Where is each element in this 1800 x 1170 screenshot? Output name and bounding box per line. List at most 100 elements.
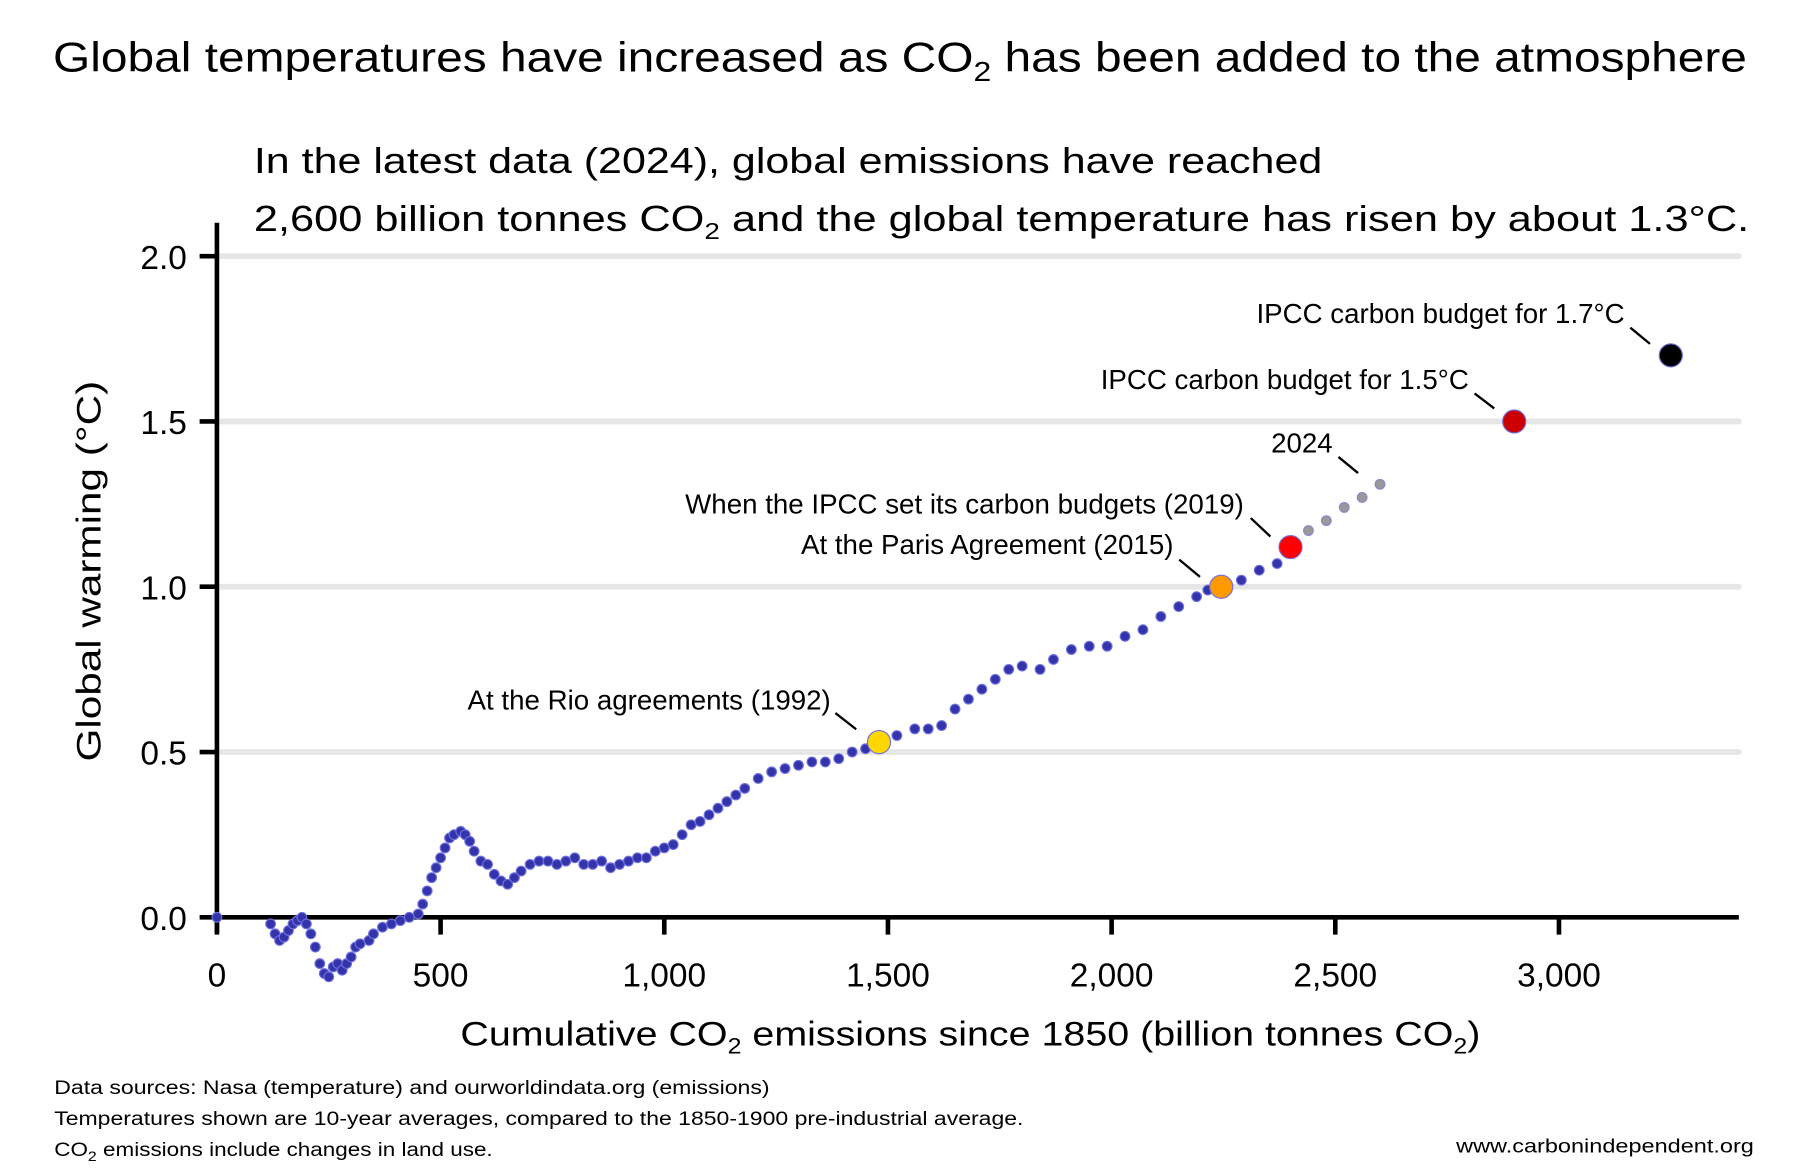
data-point bbox=[1173, 601, 1185, 612]
data-point bbox=[963, 693, 974, 705]
annotation-leader-line bbox=[1178, 558, 1201, 578]
annotation-marker bbox=[1658, 343, 1683, 368]
data-point bbox=[1137, 624, 1149, 636]
y-tick-label: 0.0 bbox=[140, 901, 187, 938]
annotation-marker bbox=[1278, 534, 1303, 560]
data-point bbox=[542, 855, 554, 867]
data-point bbox=[676, 829, 688, 841]
data-point bbox=[403, 911, 415, 923]
data-point bbox=[1016, 660, 1028, 672]
data-point bbox=[502, 878, 514, 890]
data-point bbox=[323, 971, 335, 983]
data-point bbox=[667, 839, 679, 851]
data-point bbox=[412, 908, 424, 920]
data-point bbox=[752, 773, 764, 784]
recent-data-point bbox=[1320, 515, 1332, 527]
data-point bbox=[819, 756, 831, 768]
x-tick-label: 1,000 bbox=[622, 958, 706, 995]
annotation-label: At the Paris Agreement (2015) bbox=[801, 529, 1173, 560]
data-point bbox=[596, 855, 608, 867]
data-point bbox=[1048, 654, 1059, 665]
data-point bbox=[793, 759, 804, 771]
recent-data-point bbox=[1303, 525, 1314, 536]
annotation-marker bbox=[866, 729, 892, 755]
recent-data-point bbox=[1374, 478, 1386, 490]
data-point bbox=[649, 845, 661, 857]
annotation-label: At the Rio agreements (1992) bbox=[468, 685, 831, 716]
data-point bbox=[430, 862, 442, 874]
data-point bbox=[354, 938, 366, 950]
data-point bbox=[846, 746, 858, 758]
annotations: At the Rio agreements (1992) At the Paris… bbox=[468, 298, 1683, 755]
data-point bbox=[703, 809, 715, 821]
data-point bbox=[1034, 663, 1046, 675]
data-point bbox=[533, 855, 545, 867]
data-point bbox=[640, 852, 652, 864]
data-point bbox=[300, 918, 312, 930]
axes bbox=[214, 222, 1739, 933]
data-point bbox=[417, 898, 429, 910]
data-point bbox=[1065, 644, 1077, 655]
data-point bbox=[989, 673, 1001, 685]
data-point bbox=[515, 865, 527, 877]
data-point bbox=[730, 789, 742, 801]
website-credit: www.carbonindependent.org bbox=[1455, 1136, 1754, 1158]
data-point bbox=[309, 941, 321, 953]
y-tick-label: 1.5 bbox=[140, 405, 187, 442]
data-point bbox=[560, 855, 572, 867]
x-tick-label: 1,500 bbox=[846, 958, 930, 995]
data-point bbox=[712, 802, 724, 814]
footnote-sources: Data sources: Nasa (temperature) and our… bbox=[54, 1077, 769, 1099]
recent-data-point bbox=[1338, 501, 1350, 513]
data-point bbox=[976, 683, 988, 695]
y-tick-label: 1.0 bbox=[140, 570, 187, 607]
data-point bbox=[569, 852, 581, 864]
data-point bbox=[551, 858, 563, 870]
data-point bbox=[1271, 558, 1283, 570]
data-point bbox=[922, 723, 934, 735]
data-point bbox=[314, 958, 326, 970]
data-point bbox=[426, 872, 438, 884]
annotation-leader-line bbox=[1337, 456, 1359, 474]
footnote-land-use: CO 2 emissions include changes in land us… bbox=[54, 1139, 492, 1164]
data-point bbox=[658, 842, 670, 854]
data-point bbox=[1119, 630, 1131, 642]
annotation-marker bbox=[1209, 574, 1234, 599]
data-point bbox=[909, 723, 921, 735]
data-point bbox=[578, 858, 590, 870]
data-point bbox=[211, 911, 223, 923]
data-point bbox=[605, 862, 617, 874]
data-point bbox=[1155, 611, 1167, 622]
data-point bbox=[265, 918, 277, 930]
x-tick-label: 0 bbox=[208, 958, 227, 995]
data-point bbox=[1235, 574, 1247, 586]
annotation-label: 2024 bbox=[1271, 427, 1333, 458]
data-point bbox=[524, 858, 536, 870]
data-point bbox=[1253, 564, 1265, 576]
annotation-label: IPCC carbon budget for 1.7°C bbox=[1256, 298, 1624, 329]
annotation-leader-line bbox=[1473, 392, 1495, 410]
data-point bbox=[345, 951, 357, 963]
data-point bbox=[1191, 591, 1203, 603]
chart-subtitle-line2: 2,600 billion tonnes CO 2 and the global … bbox=[254, 199, 1749, 244]
x-tick-label: 2,500 bbox=[1293, 958, 1377, 995]
footnote-averages: Temperatures shown are 10-year averages,… bbox=[54, 1108, 1023, 1130]
data-point bbox=[421, 885, 433, 897]
data-point bbox=[1003, 663, 1015, 675]
data-point bbox=[614, 858, 625, 870]
annotation-leader-line bbox=[1629, 326, 1651, 345]
data-point bbox=[694, 816, 706, 827]
data-point bbox=[936, 720, 948, 731]
chart-subtitle-line1: In the latest data (2024), global emissi… bbox=[254, 141, 1322, 181]
data-point bbox=[1083, 640, 1095, 652]
data-point bbox=[394, 915, 406, 927]
data-point bbox=[721, 796, 733, 808]
data-point bbox=[488, 868, 500, 880]
y-tick-label: 2.0 bbox=[140, 240, 187, 277]
data-point bbox=[806, 756, 818, 768]
data-point bbox=[482, 858, 493, 870]
data-point bbox=[632, 852, 643, 864]
annotation-leader-line bbox=[1249, 517, 1272, 538]
data-point bbox=[833, 753, 845, 765]
